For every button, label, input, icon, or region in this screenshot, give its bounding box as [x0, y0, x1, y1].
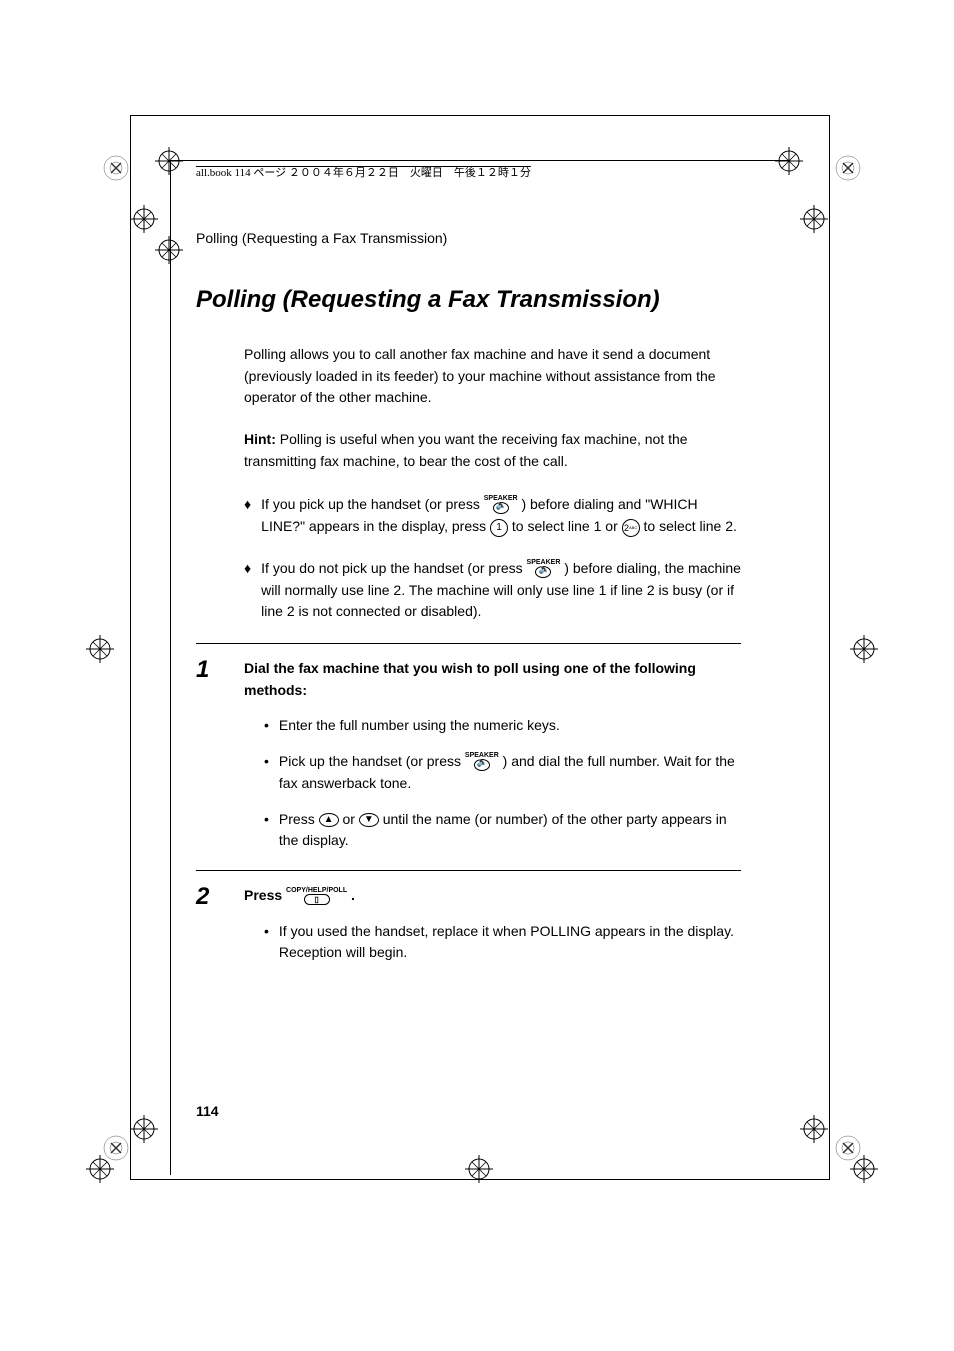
bullet-dot-icon: • [264, 715, 269, 737]
bullet-item: ♦ If you do not pick up the handset (or … [244, 558, 741, 623]
registration-mark-icon [130, 205, 158, 233]
running-head: Polling (Requesting a Fax Transmission) [196, 230, 447, 246]
diamond-bullet-icon: ♦ [244, 558, 251, 623]
registration-mark-icon [155, 147, 183, 175]
registration-mark-icon [155, 236, 183, 264]
screw-icon [103, 1135, 129, 1161]
page-title: Polling (Requesting a Fax Transmission) [196, 286, 741, 314]
book-info-text: all.book 114 ページ ２００４年６月２２日 火曜日 午後１２時１分 [196, 167, 531, 179]
bullet-dot-icon: • [264, 921, 269, 964]
book-info-line: all.book 114 ページ ２００４年６月２２日 火曜日 午後１２時１分 [196, 164, 531, 180]
sub-bullet-text: Pick up the handset (or press SPEAKER ) … [279, 751, 741, 794]
sub-bullet: • Press ▲ or ▼ until the name (or number… [264, 809, 741, 852]
hint-paragraph: Hint: Polling is useful when you want th… [244, 429, 741, 472]
hint-label: Hint: [244, 431, 276, 447]
screw-icon [835, 1135, 861, 1161]
divider-line [196, 870, 741, 871]
registration-mark-icon [800, 1115, 828, 1143]
registration-mark-icon [800, 205, 828, 233]
arrow-up-key-icon: ▲ [319, 813, 339, 827]
speaker-key-icon: SPEAKER [465, 752, 499, 773]
step-2: 2 Press COPY/HELP/POLL ▯ . • If you used… [196, 885, 741, 964]
step-body: Dial the fax machine that you wish to po… [244, 658, 741, 852]
step-1: 1 Dial the fax machine that you wish to … [196, 658, 741, 852]
crop-line-vertical [170, 160, 171, 1175]
sub-bullet-text: Enter the full number using the numeric … [279, 715, 741, 737]
speaker-key-icon: SPEAKER [484, 495, 518, 516]
speaker-key-icon: SPEAKER [527, 559, 561, 580]
step-lead: Press COPY/HELP/POLL ▯ . [244, 885, 741, 907]
step-number: 1 [196, 658, 244, 852]
step-body: Press COPY/HELP/POLL ▯ . • If you used t… [244, 885, 741, 964]
bullet-text: If you pick up the handset (or press SPE… [261, 494, 741, 537]
bullet-item: ♦ If you pick up the handset (or press S… [244, 494, 741, 537]
page-number: 114 [196, 1103, 219, 1119]
step-lead: Dial the fax machine that you wish to po… [244, 658, 741, 701]
registration-mark-icon [130, 1115, 158, 1143]
screw-icon [103, 155, 129, 181]
sub-bullet: • Pick up the handset (or press SPEAKER … [264, 751, 741, 794]
sub-bullet: • Enter the full number using the numeri… [264, 715, 741, 737]
copy-help-poll-key-icon: COPY/HELP/POLL ▯ [286, 887, 347, 905]
screw-icon [835, 155, 861, 181]
intro-paragraph: Polling allows you to call another fax m… [244, 344, 741, 409]
sub-bullet-text: If you used the handset, replace it when… [279, 921, 741, 964]
registration-mark-icon [775, 147, 803, 175]
key-2-icon: 2ABC [622, 519, 640, 537]
crop-line-horizontal [170, 160, 790, 161]
hint-text: Polling is useful when you want the rece… [244, 431, 688, 469]
bullet-dot-icon: • [264, 809, 269, 852]
page-content: Polling (Requesting a Fax Transmission) … [196, 286, 741, 980]
divider-line [196, 643, 741, 644]
sub-bullet: • If you used the handset, replace it wh… [264, 921, 741, 964]
sub-bullet-text: Press ▲ or ▼ until the name (or number) … [279, 809, 741, 852]
bullet-text: If you do not pick up the handset (or pr… [261, 558, 741, 623]
key-1-icon: 1 [490, 519, 508, 537]
step-number: 2 [196, 885, 244, 964]
registration-mark-icon [850, 635, 878, 663]
registration-mark-icon [465, 1155, 493, 1183]
diamond-bullet-icon: ♦ [244, 494, 251, 537]
arrow-down-key-icon: ▼ [359, 813, 379, 827]
registration-mark-icon [86, 635, 114, 663]
bullet-dot-icon: • [264, 751, 269, 794]
